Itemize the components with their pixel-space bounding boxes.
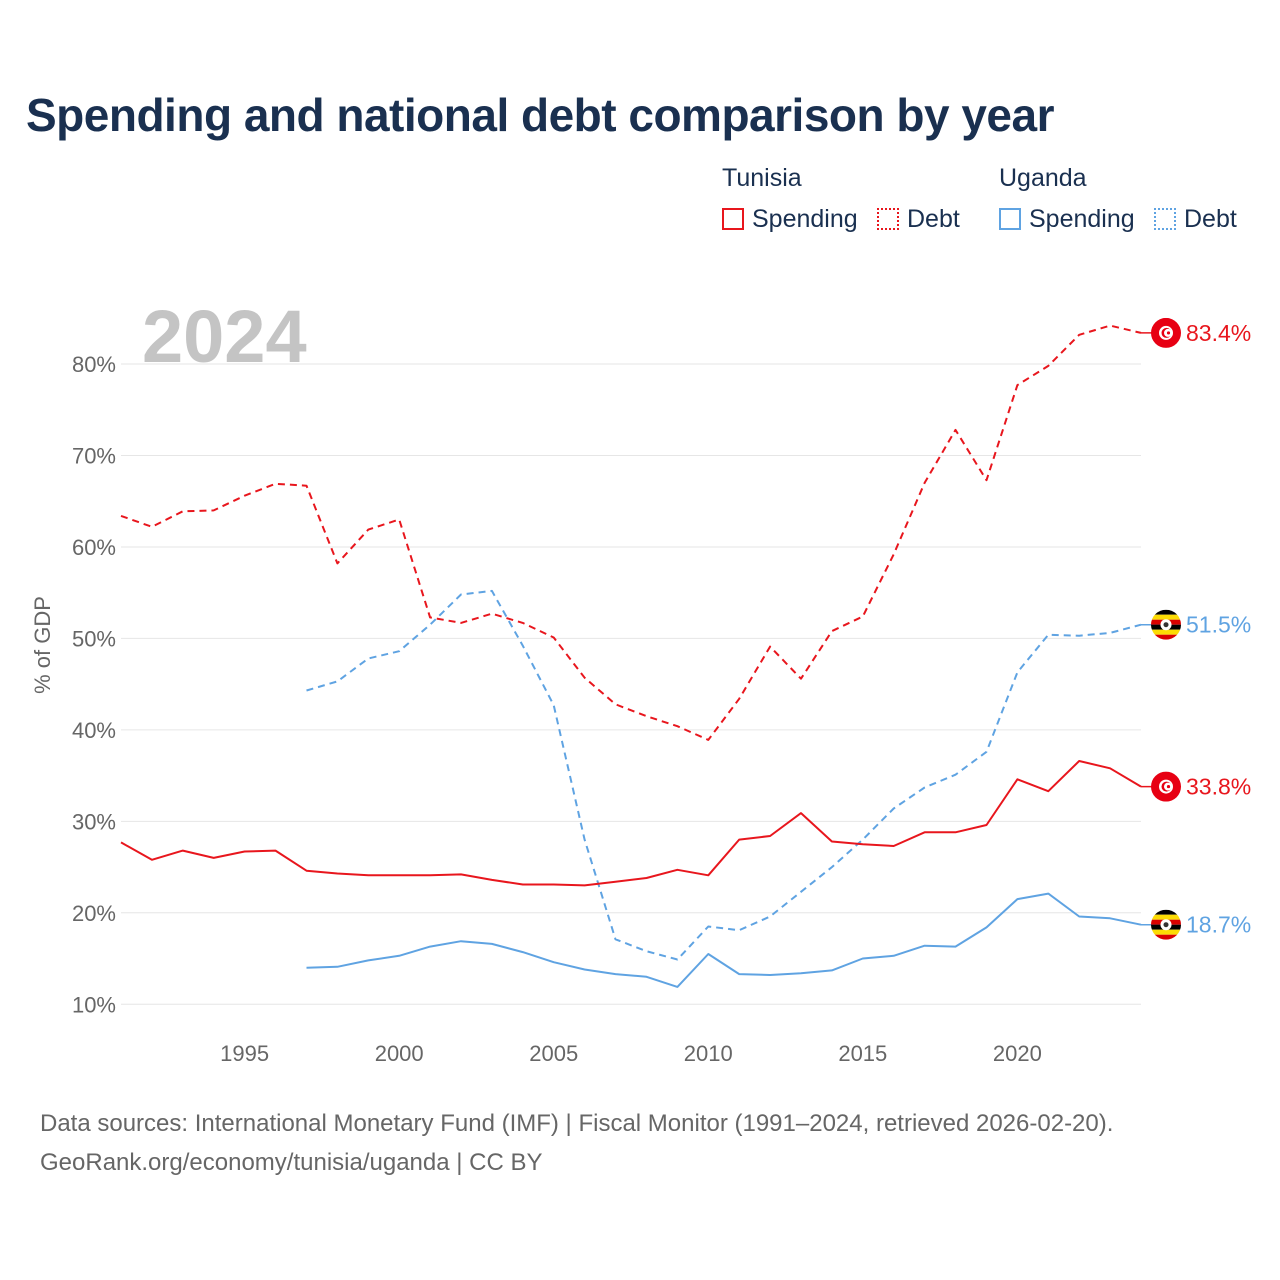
tunisia-flag-icon: [1151, 771, 1181, 802]
y-tick-label: 20%: [72, 901, 116, 926]
legend-swatch-solid-red: [722, 208, 744, 230]
y-tick-label: 30%: [72, 809, 116, 834]
chart-title: Spending and national debt comparison by…: [26, 89, 1055, 141]
legend-label: Spending: [1029, 204, 1135, 233]
sources-line-1: Data sources: International Monetary Fun…: [40, 1110, 1114, 1137]
legend-label: Debt: [907, 204, 960, 233]
y-tick-label: 70%: [72, 443, 116, 468]
series-line-uganda-spending: [306, 892, 1142, 988]
year-label: 2024: [142, 295, 307, 378]
uganda-flag-icon: [1151, 909, 1181, 940]
legend-item-tunisia-debt[interactable]: Debt: [877, 204, 960, 234]
y-tick-label: 60%: [72, 535, 116, 560]
y-tick-label: 40%: [72, 718, 116, 743]
y-axis-title: % of GDP: [30, 596, 55, 694]
end-value-label: 83.4%: [1186, 320, 1251, 346]
y-tick-label: 80%: [72, 352, 116, 377]
legend-swatch-dotted-red: [877, 208, 899, 230]
y-tick-label: 10%: [72, 992, 116, 1017]
x-tick-label: 2010: [684, 1041, 733, 1066]
x-tick-label: 2020: [993, 1041, 1042, 1066]
x-tick-label: 2015: [838, 1041, 887, 1066]
series-line-tunisia-spending: [120, 760, 1142, 887]
legend-group-tunisia: Tunisia: [722, 164, 802, 192]
legend-swatch-solid-blue: [999, 208, 1021, 230]
tunisia-flag-icon: [1151, 317, 1181, 348]
legend-label: Debt: [1184, 204, 1237, 233]
series-line-tunisia-debt: [120, 324, 1142, 741]
end-value-label: 33.8%: [1186, 774, 1251, 800]
data-sources: Data sources: International Monetary Fun…: [40, 1104, 1113, 1182]
sources-line-2[interactable]: GeoRank.org/economy/tunisia/uganda | CC …: [40, 1149, 543, 1176]
x-tick-label: 2000: [375, 1041, 424, 1066]
y-tick-label: 50%: [72, 626, 116, 651]
legend-item-uganda-debt[interactable]: Debt: [1154, 204, 1237, 234]
uganda-flag-icon: [1151, 609, 1181, 640]
end-value-label: 51.5%: [1186, 612, 1251, 638]
legend-item-uganda-spending[interactable]: Spending: [999, 204, 1135, 234]
legend-group-uganda: Uganda: [999, 164, 1087, 192]
x-tick-label: 1995: [220, 1041, 269, 1066]
legend-label: Spending: [752, 204, 858, 233]
legend-item-tunisia-spending[interactable]: Spending: [722, 204, 858, 234]
series-line-uganda-debt: [306, 589, 1142, 961]
x-tick-label: 2005: [529, 1041, 578, 1066]
legend-swatch-dotted-blue: [1154, 208, 1176, 230]
end-value-label: 18.7%: [1186, 912, 1251, 938]
